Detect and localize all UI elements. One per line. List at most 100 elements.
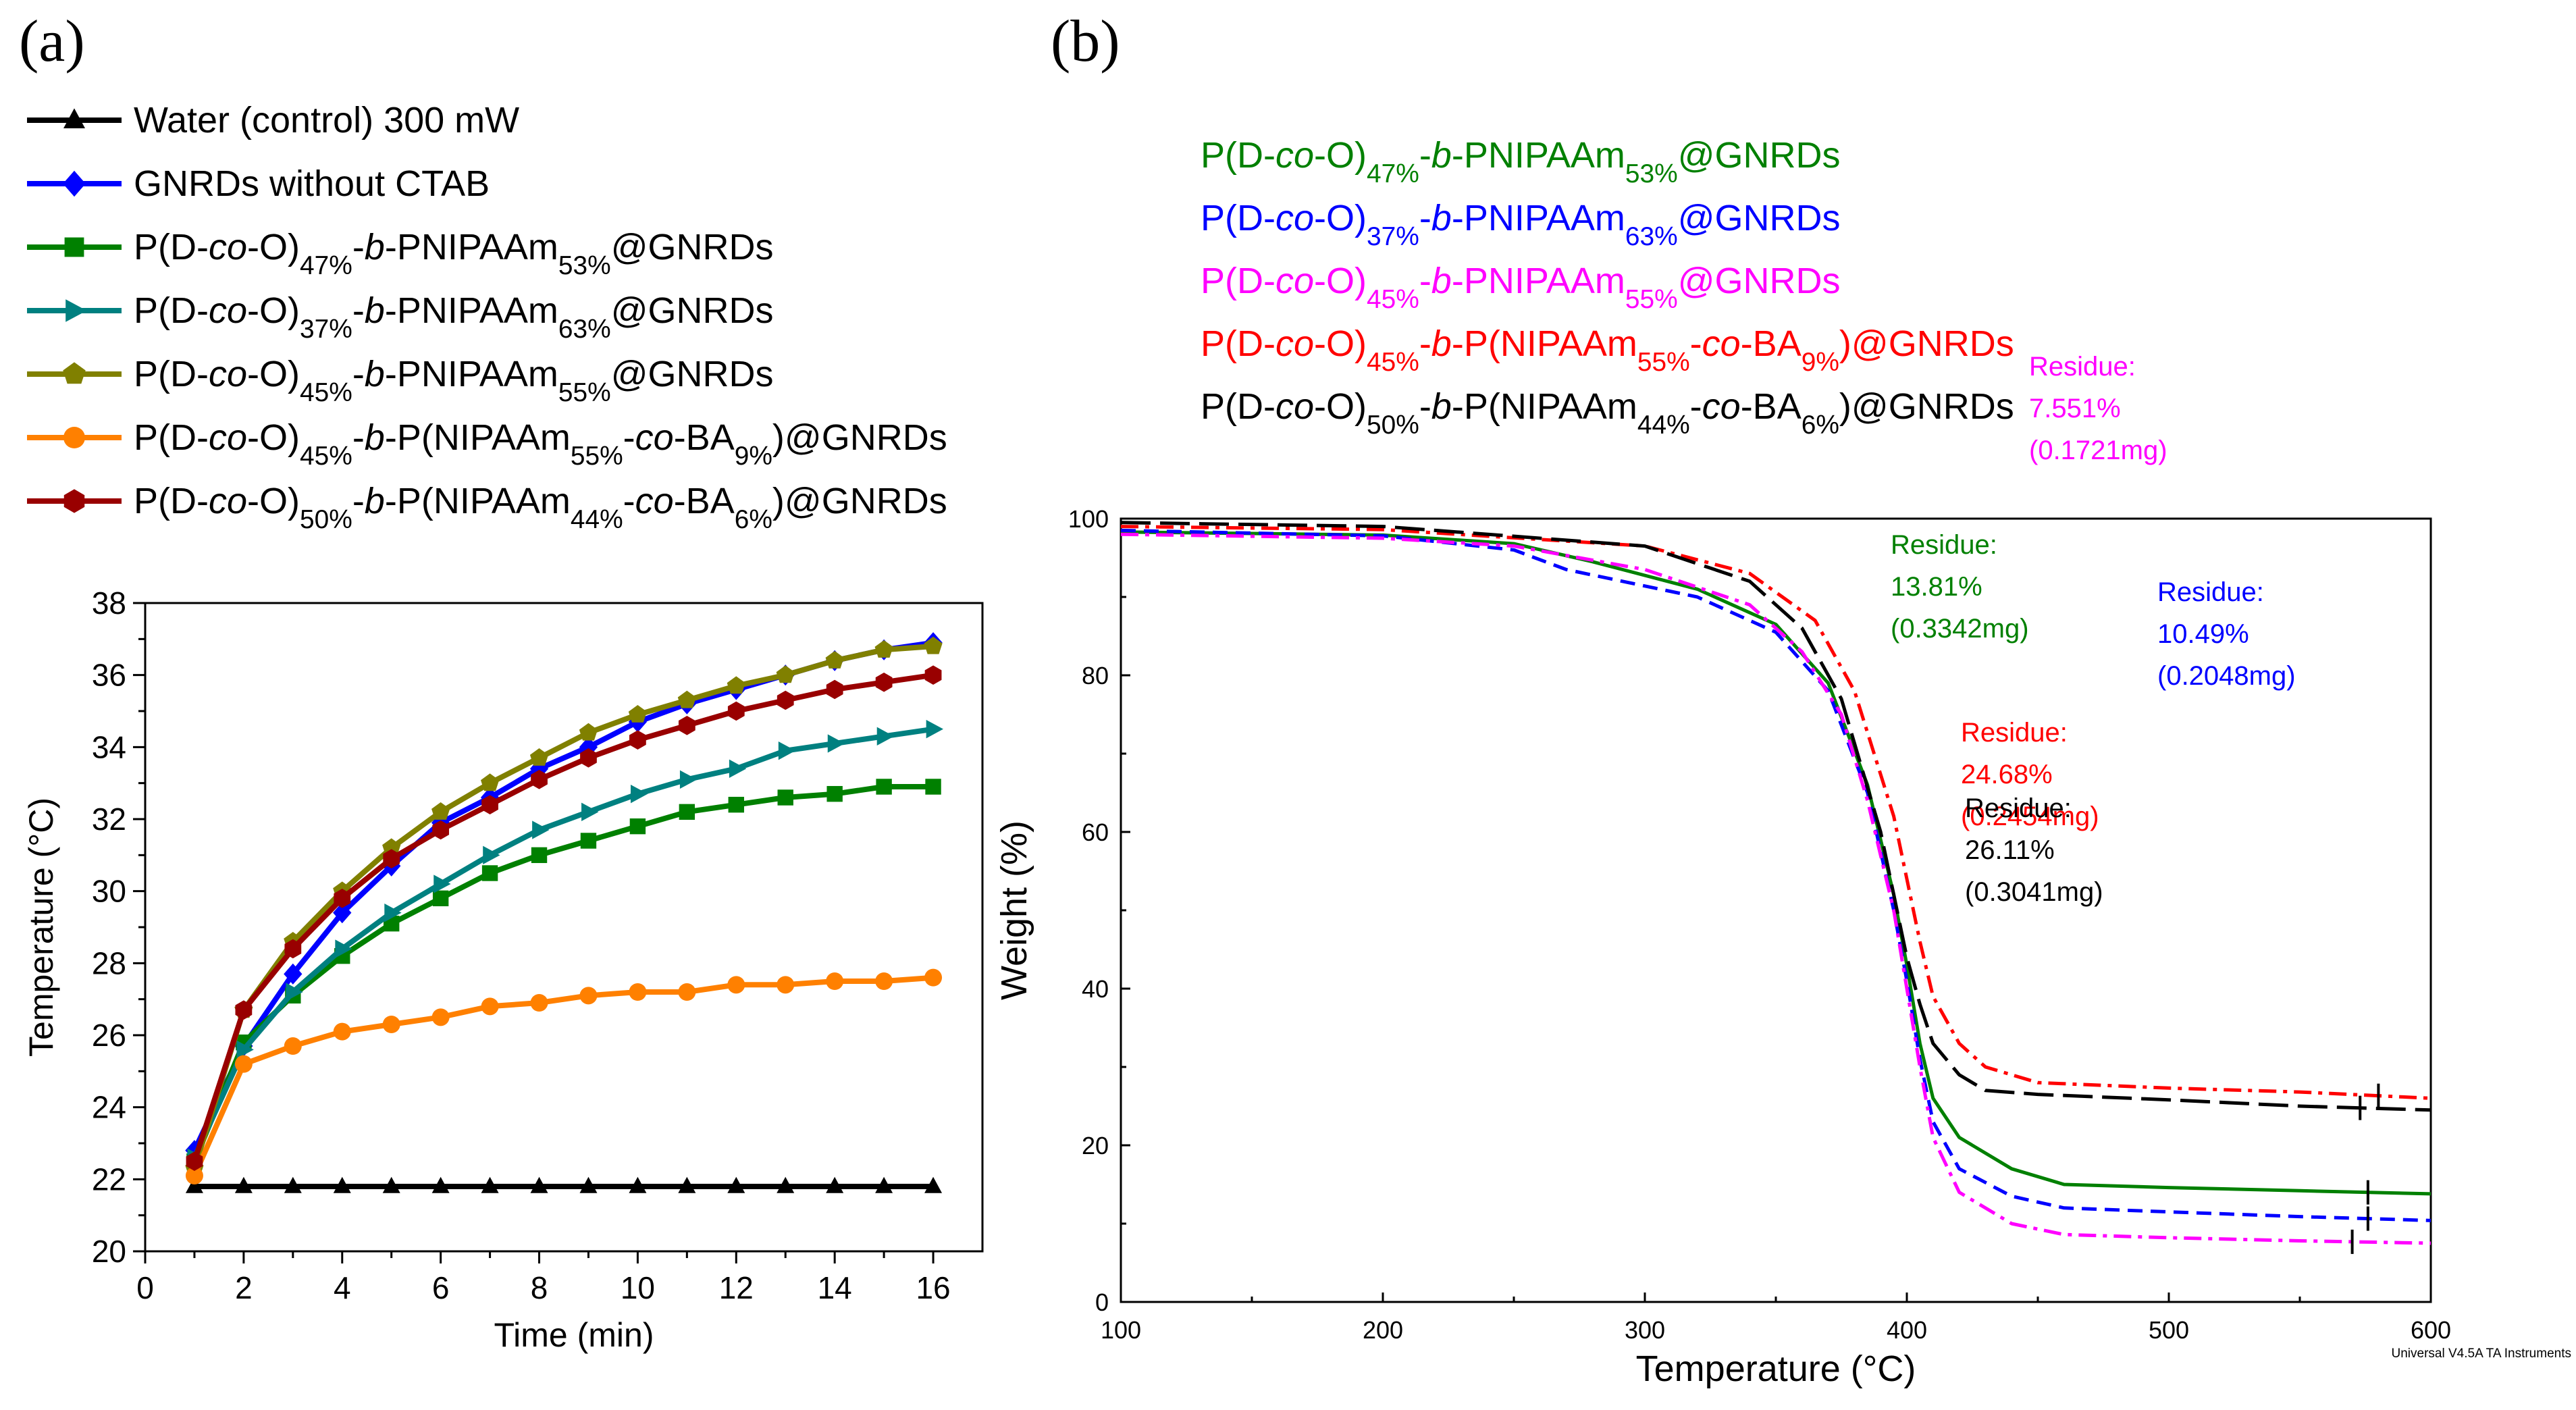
legend-b-label: P(D-co-O)45%-b-PNIPAAm55%@GNRDs — [1201, 261, 1841, 314]
chart-a-data-point — [580, 833, 597, 849]
chart-a-series-circle — [185, 968, 943, 1184]
chart-b: P(D-co-O)47%-b-PNIPAAm53%@GNRDs P(D-co-O)… — [994, 135, 2571, 1389]
chart-b-curve-5 — [1120, 521, 2432, 1112]
chart-b-x-tick-label: 200 — [1363, 1316, 1403, 1344]
chart-a-x-tick-label: 8 — [531, 1270, 548, 1305]
legend-b-label: P(D-co-O)50%-b-P(NIPAAm44%-co-BA6%)@GNRD… — [1201, 386, 2014, 440]
chart-a-data-point — [727, 676, 745, 694]
chart-a-data-point — [876, 779, 892, 795]
chart-b-x-tick-label: 100 — [1101, 1316, 1141, 1344]
chart-b-footnote: Universal V4.5A TA Instruments — [2392, 1347, 2571, 1361]
chart-a-data-point — [876, 727, 895, 746]
chart-a-data-point — [678, 716, 695, 735]
chart-a-data-point — [874, 640, 893, 658]
chart-a-series-line — [192, 784, 934, 1163]
chart-a-data-point — [628, 705, 648, 723]
chart-a-data-point — [924, 968, 943, 987]
chart-a-x-tick-label: 2 — [235, 1270, 253, 1305]
chart-a-data-point — [286, 983, 303, 1001]
chart-a-data-point — [579, 1176, 598, 1193]
chart-a-data-point — [529, 748, 549, 766]
chart-a-y-tick-label: 34 — [92, 729, 126, 764]
chart-a-series-triangle-right — [187, 720, 944, 1167]
chart-a-data-point — [185, 1167, 203, 1184]
chart-a-data-point — [581, 802, 599, 821]
chart-a-data-point — [530, 994, 548, 1012]
chart-a-data-point — [631, 785, 648, 804]
chart-a-data-point — [432, 820, 450, 840]
chart-a-data-point — [924, 636, 943, 654]
chart-a-data-point — [727, 701, 745, 721]
chart-a-data-point — [431, 1008, 450, 1026]
chart-a-data-point — [629, 983, 647, 1001]
legend-a-item: P(D-co-O)45%-b-P(NIPAAm55%-co-BA9%)@GNRD… — [27, 417, 947, 471]
chart-a-series-triangle — [185, 1176, 943, 1193]
chart-a-x-tick-label: 0 — [136, 1270, 154, 1305]
legend-a-marker — [65, 299, 87, 322]
chart-b-residue-label: Residue: 13.81% (0.3342mg) — [1891, 530, 2029, 644]
chart-a-y-tick-label: 26 — [92, 1018, 126, 1053]
panel-label-b: (b) — [1051, 9, 1120, 74]
chart-a-data-point — [924, 665, 942, 685]
chart-b-x-axis-label: Temperature (°C) — [1636, 1349, 1916, 1389]
legend-a-item: P(D-co-O)50%-b-P(NIPAAm44%-co-BA6%)@GNRD… — [27, 481, 947, 534]
legend-a-marker — [63, 108, 85, 128]
chart-b-residue-label: Residue: 26.11% (0.3041mg) — [1965, 793, 2103, 907]
chart-a-x-tick-label: 6 — [432, 1270, 450, 1305]
chart-a-series — [185, 632, 944, 1193]
chart-a-data-point — [579, 723, 598, 741]
chart-b-x-tick-label: 300 — [1625, 1316, 1665, 1344]
chart-a-data-point — [875, 1176, 893, 1193]
chart-a-data-point — [284, 1037, 302, 1055]
chart-a-y-tick-label: 30 — [92, 874, 126, 909]
chart-a-data-point — [382, 1016, 400, 1033]
chart-a-data-point — [777, 1176, 795, 1193]
chart-b-y-tick-label: 20 — [1082, 1132, 1109, 1159]
legend-a-label: Water (control) 300 mW — [134, 100, 519, 140]
chart-a-x-tick-label: 14 — [818, 1270, 852, 1305]
chart-a-data-point — [827, 734, 845, 753]
legend-a-label: GNRDs without CTAB — [134, 163, 490, 204]
legend-b-label: P(D-co-O)47%-b-PNIPAAm53%@GNRDs — [1201, 135, 1841, 188]
chart-a-data-point — [875, 972, 893, 990]
chart-a-x-tick-label: 10 — [621, 1270, 655, 1305]
chart-b-y-tick-label: 80 — [1082, 662, 1109, 689]
legend-a-label: P(D-co-O)45%-b-P(NIPAAm55%-co-BA9%)@GNRD… — [134, 417, 947, 471]
chart-a-data-point — [483, 845, 500, 864]
chart-a-data-point — [875, 673, 893, 692]
chart-a-series-line — [192, 672, 934, 1162]
chart-b-axes: 100 200 300 400 500 600 0 20 40 60 80 100 — [1068, 505, 2451, 1344]
chart-a-data-point — [334, 889, 351, 908]
chart-a-data-point — [776, 665, 795, 683]
chart-a-data-point — [235, 1000, 253, 1020]
chart-a-y-tick-label: 32 — [92, 802, 126, 837]
chart-a-data-point — [284, 939, 302, 959]
chart-a-data-point — [481, 997, 499, 1016]
chart-a-data-point — [431, 1176, 450, 1193]
chart-a-x-tick-label: 4 — [334, 1270, 351, 1305]
chart-a-data-point — [480, 773, 500, 791]
chart-a: Water (control) 300 mW GNRDs without CTAB… — [22, 100, 984, 1354]
chart-b-residue-annotations: Residue: 13.81% (0.3342mg) Residue: 10.49% (0… — [1891, 352, 2296, 907]
chart-b-residue-label: Residue: 7.551% (0.1721mg) — [2029, 352, 2167, 465]
legend-a-marker — [63, 362, 86, 384]
chart-a-data-point — [432, 890, 449, 907]
chart-a-data-point — [236, 1040, 254, 1059]
chart-b-residue-label: Residue: 10.49% (0.2048mg) — [2157, 577, 2296, 691]
chart-a-data-point — [284, 1176, 302, 1193]
chart-a-data-point — [826, 785, 843, 802]
chart-a-data-point — [579, 987, 598, 1005]
chart-a-data-point — [727, 976, 745, 994]
legend-a: Water (control) 300 mW GNRDs without CTAB… — [27, 100, 947, 534]
chart-a-y-tick-label: 20 — [92, 1234, 126, 1269]
chart-a-data-point — [335, 939, 352, 958]
chart-a-x-axis-label: Time (min) — [494, 1316, 654, 1354]
chart-a-x-tick-label: 12 — [719, 1270, 754, 1305]
chart-a-data-point — [677, 690, 696, 708]
chart-a-data-point — [333, 1022, 351, 1041]
chart-a-data-point — [384, 904, 402, 922]
chart-a-data-point — [481, 865, 498, 881]
chart-b-series — [1120, 521, 2432, 1254]
chart-b-residue-label: Residue: 24.68% (0.2454mg) — [1961, 718, 2099, 831]
